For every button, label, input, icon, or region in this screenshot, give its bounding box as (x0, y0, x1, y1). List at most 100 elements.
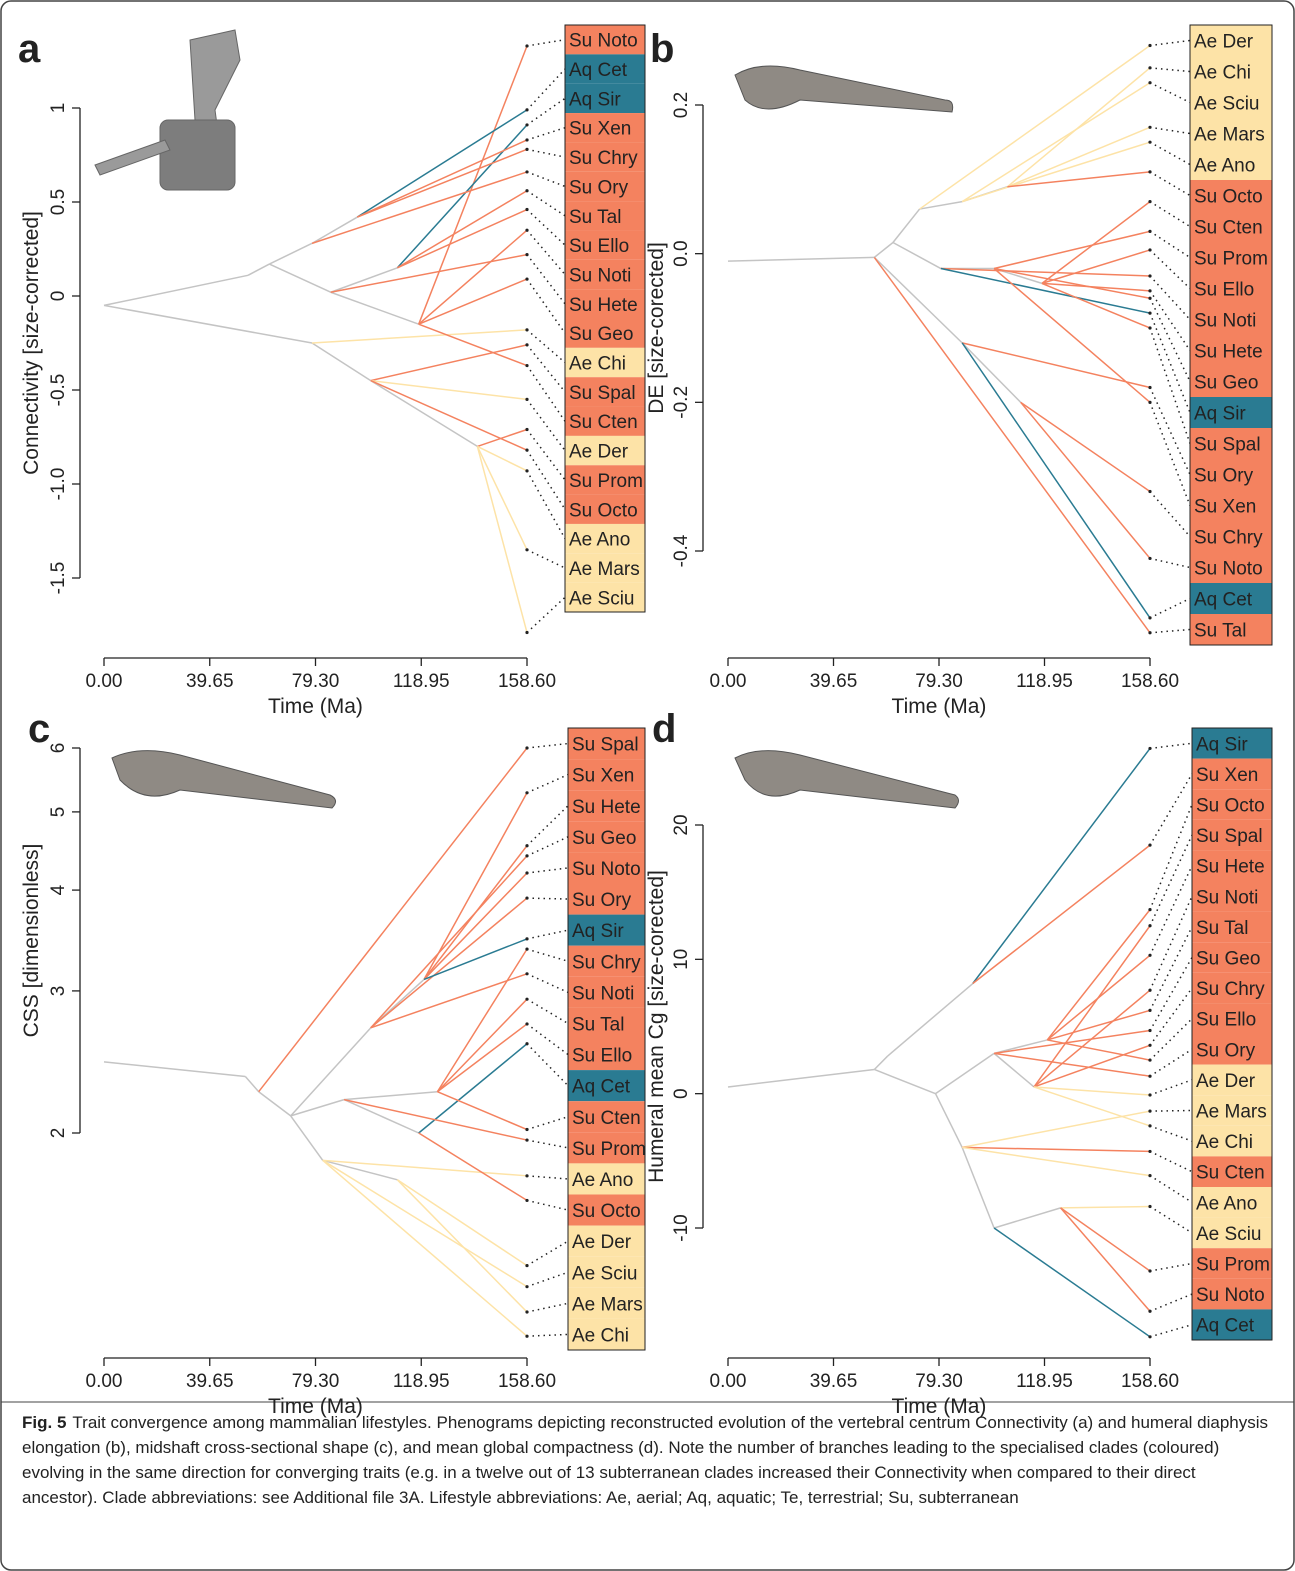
tip-box (1192, 1003, 1272, 1034)
tip-connector (1149, 742, 1193, 750)
tip-point (525, 1285, 529, 1289)
tip-connector (526, 1333, 569, 1337)
tip-label: Ae Mars (569, 559, 640, 580)
tip-box (565, 54, 645, 84)
tip-branch (370, 379, 528, 401)
tip-box (1190, 304, 1272, 335)
tip-label: Su Chry (569, 148, 638, 169)
tip-branch (961, 82, 1151, 203)
tip-branch (1007, 171, 1151, 188)
tip-point (525, 469, 529, 473)
x-tick-label: 158.60 (498, 1371, 556, 1392)
tip-label: Su Geo (1194, 373, 1258, 394)
tip-box (1192, 789, 1272, 820)
tip-label: Ae Chi (569, 354, 626, 375)
tip-branch (396, 1179, 528, 1267)
tip-connector (526, 596, 566, 634)
tip-branch (370, 379, 528, 451)
branch (961, 342, 1022, 403)
branch (934, 1093, 963, 1148)
tip-branch (436, 948, 528, 1093)
tip-connector (1149, 1018, 1193, 1061)
tip-branch (322, 1159, 528, 1177)
x-tick-label: 39.65 (810, 671, 858, 692)
branch (727, 256, 875, 262)
tip-label: Su Noti (569, 265, 631, 286)
tip-box (1190, 397, 1272, 428)
tip-connector (1149, 1109, 1193, 1112)
tip-point (1148, 631, 1152, 635)
x-tick-label: 118.95 (1016, 1371, 1073, 1392)
tip-box (568, 1194, 645, 1226)
tip-label: Ae Sciu (1196, 1224, 1261, 1245)
tip-label: Su Prom (1196, 1255, 1270, 1276)
tip-label: Su Ello (1196, 1010, 1256, 1031)
branch (258, 1091, 292, 1117)
tip-point (1148, 616, 1152, 620)
tip-connector (1149, 597, 1191, 619)
y-tick-label: 20 (671, 814, 692, 835)
tip-branch (436, 998, 528, 1093)
tip-connector (526, 836, 569, 857)
tip-branch (919, 44, 1151, 210)
panel-label: d (652, 707, 676, 751)
tip-point (1148, 1149, 1152, 1154)
tip-branch (418, 1132, 528, 1202)
tip-label: Su Spal (572, 735, 639, 756)
x-tick-label: 158.60 (1121, 1371, 1179, 1392)
tip-label: Ae Mars (1194, 125, 1265, 146)
tip-connector (1149, 327, 1191, 444)
branch (330, 291, 419, 325)
tip-connector (1149, 957, 1193, 1031)
tip-label: Su Tal (569, 207, 621, 228)
tip-point (525, 1127, 529, 1132)
tip-box (1192, 1248, 1272, 1279)
tip-connector (526, 742, 569, 749)
tip-branch (1047, 1039, 1151, 1061)
tip-box (1192, 972, 1272, 1004)
tip-point (525, 1174, 529, 1178)
tip-point (525, 937, 529, 941)
tip-point (525, 844, 529, 848)
tip-connector (1149, 987, 1193, 1046)
tip-box (1192, 850, 1272, 881)
tip-label: Su Octo (1196, 796, 1265, 817)
tip-connector (1149, 200, 1191, 228)
tip-connector (526, 1271, 569, 1288)
tip-label: Su Noto (572, 859, 641, 880)
tip-point (525, 147, 529, 151)
tip-branch (993, 267, 1151, 403)
tip-label: Ae Ano (572, 1170, 633, 1191)
tip-connector (526, 398, 566, 452)
tip-point (1148, 326, 1152, 330)
tip-box (565, 289, 645, 319)
tip-box (1192, 1217, 1272, 1249)
tip-point (1148, 66, 1152, 70)
tip-label: Ae Der (569, 442, 629, 463)
y-tick-label: 4 (48, 884, 69, 895)
x-tick-label: 39.65 (186, 671, 234, 692)
tip-branch (477, 445, 528, 472)
branch (874, 1068, 936, 1095)
tip-point (525, 871, 529, 875)
panel-label: a (18, 27, 41, 71)
tip-label: Su Ory (569, 177, 629, 198)
tip-point (1148, 1335, 1152, 1339)
tip-label: Su Ello (1194, 280, 1254, 301)
tip-branch (396, 1179, 528, 1313)
tip-connector (526, 171, 566, 188)
tip-label: Su Cten (572, 1108, 641, 1129)
tip-label: Ae Chi (1194, 63, 1251, 84)
tip-box-border (1191, 727, 1273, 1341)
tip-box (568, 945, 645, 977)
tip-connector (1149, 275, 1191, 321)
tip-label: Su Octo (572, 1201, 641, 1222)
tip-point (1148, 1124, 1152, 1128)
tip-point (525, 1334, 529, 1338)
tip-branch (396, 124, 528, 269)
tip-branch (418, 1043, 528, 1134)
tip-box (1190, 118, 1272, 149)
tip-connector (526, 148, 566, 158)
